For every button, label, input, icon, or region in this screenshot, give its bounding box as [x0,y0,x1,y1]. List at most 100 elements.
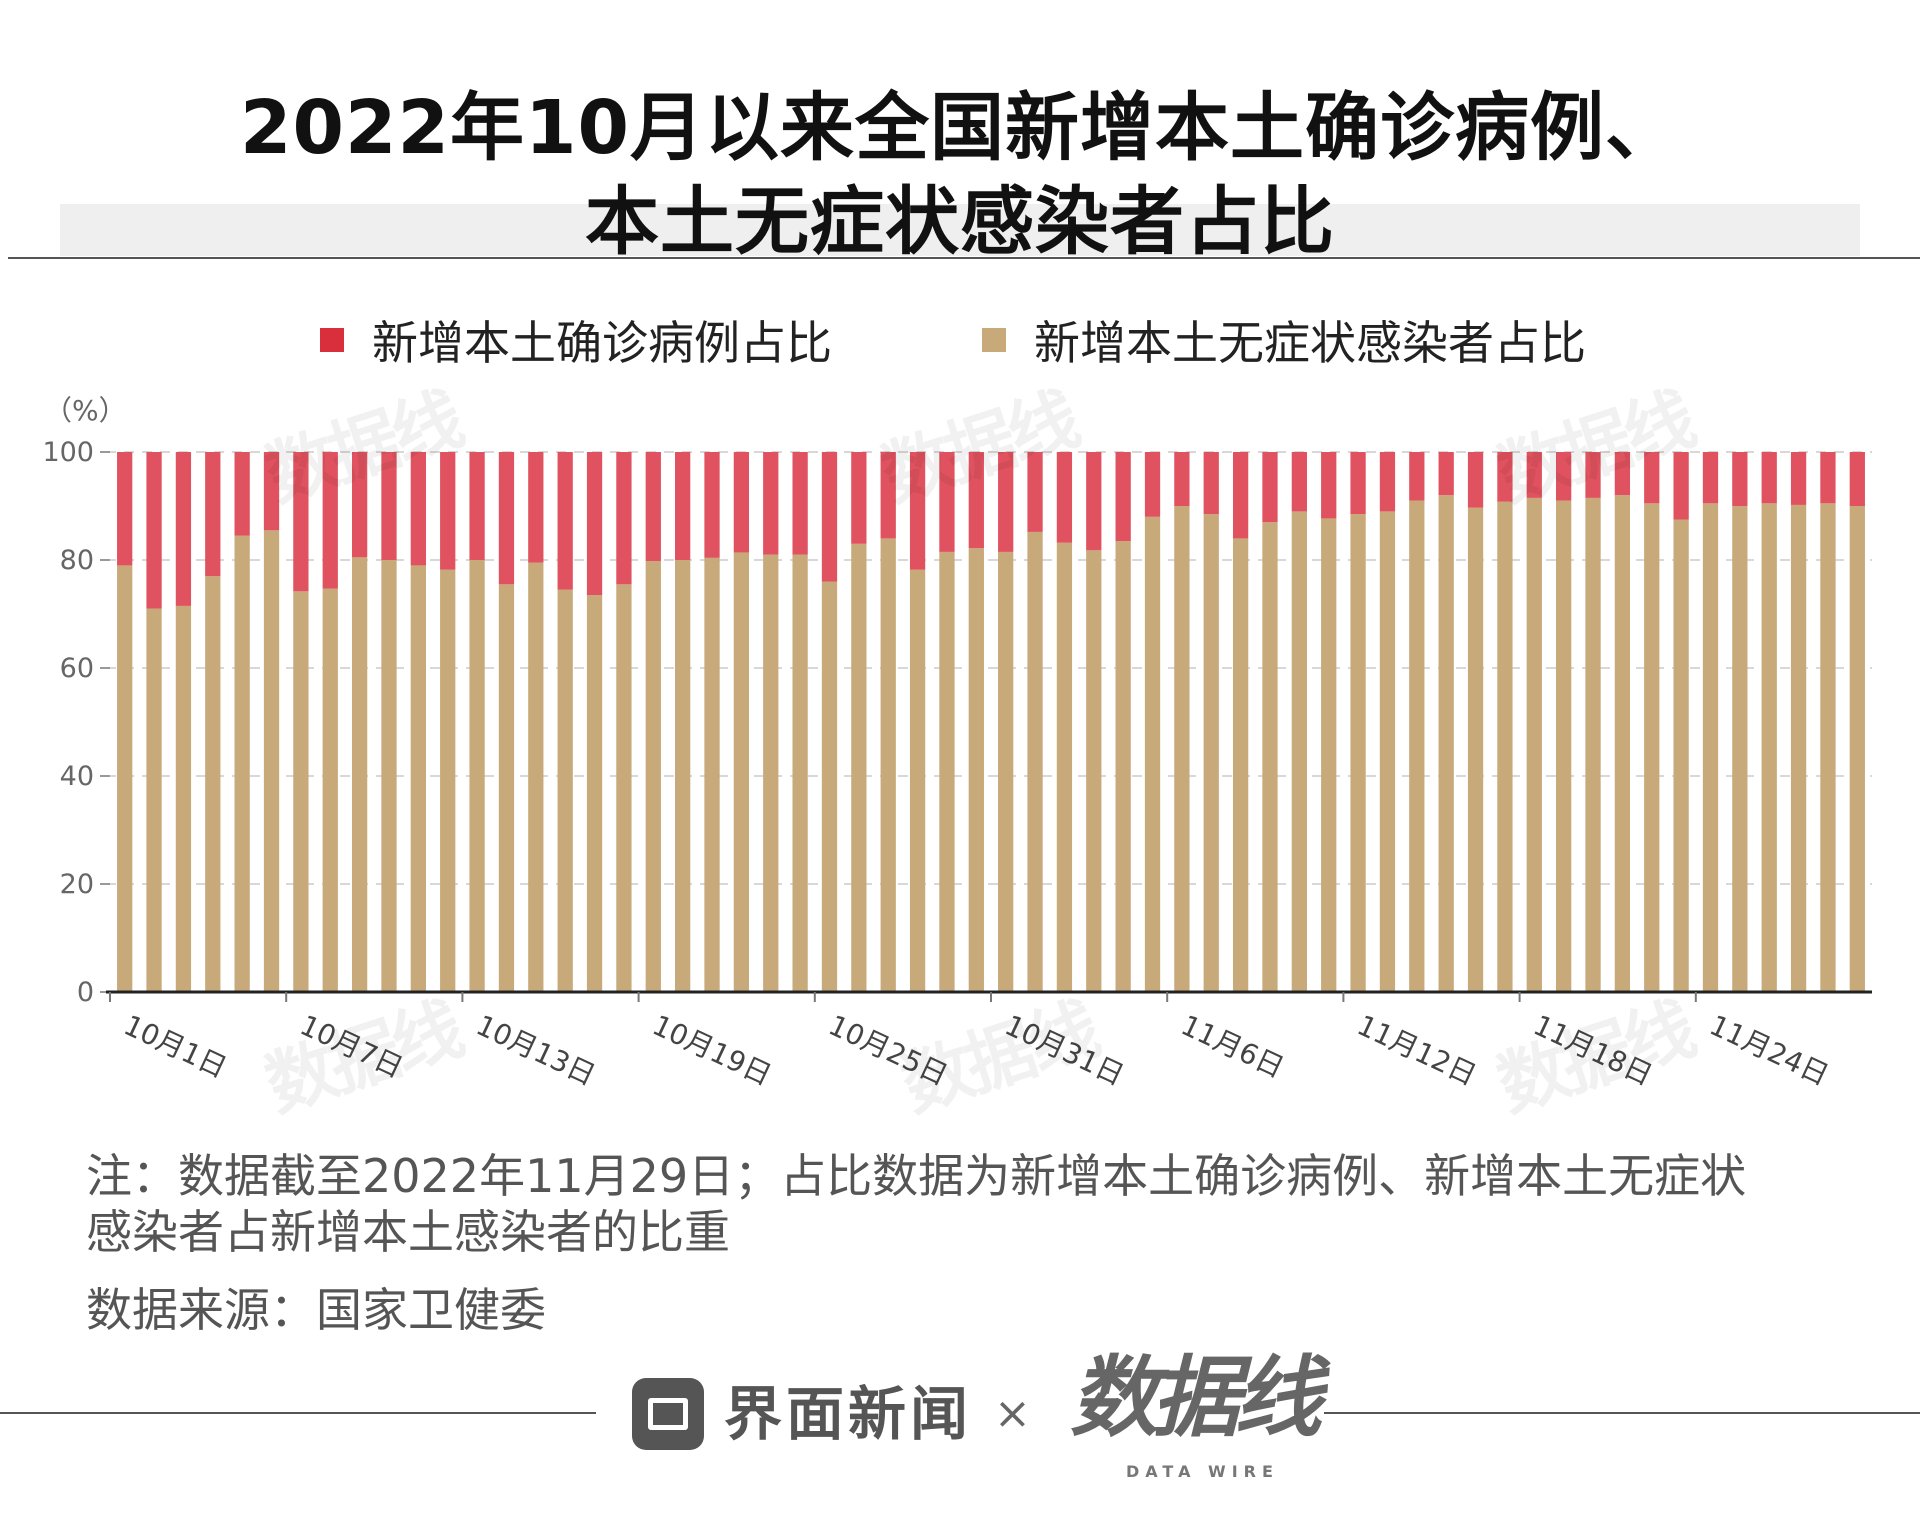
bar-asymptomatic [1321,518,1337,992]
x-tick-label: 11月6日 [1176,1008,1289,1084]
bar-confirmed [1614,452,1631,496]
legend-swatch-confirmed [320,328,344,352]
x-tick-label: 10月19日 [647,1008,776,1092]
bar-asymptomatic [939,551,955,992]
bar-asymptomatic [1350,514,1366,992]
bar-asymptomatic [586,595,603,992]
bar-asymptomatic [880,538,896,992]
bar-asymptomatic [1732,506,1748,992]
bar-confirmed [117,452,133,566]
bar-confirmed [381,452,397,560]
bar-confirmed [175,452,192,606]
bar-asymptomatic [1467,507,1484,992]
bar-asymptomatic [498,584,515,992]
bar-asymptomatic [851,543,867,992]
y-tick-label: 0 [77,977,94,1008]
bar-asymptomatic [1644,503,1660,992]
jiemian-logo-icon [632,1378,704,1450]
bar-confirmed [1144,452,1161,517]
x-tick-label: 10月31日 [1000,1008,1129,1092]
bar-asymptomatic [1497,501,1513,992]
bar-confirmed [1321,452,1337,519]
bar-asymptomatic [1702,503,1719,992]
bar-asymptomatic [733,552,750,992]
stacked-bar-chart: （%） 0 20 40 60 80 100 10月1日 10月7日 10月13日 10月19日 10月… [42,394,1872,1092]
bar-asymptomatic [1027,531,1043,992]
bar-asymptomatic [1086,550,1102,992]
bar-asymptomatic [1849,506,1865,992]
legend-item-asymptomatic: 新增本土无症状感染者占比 [982,310,1586,370]
y-tick-label: 20 [60,869,94,900]
bar-confirmed [1056,452,1073,543]
x-tick-label: 11月18日 [1528,1008,1657,1092]
bar-asymptomatic [263,530,280,992]
bar-confirmed [1849,452,1865,506]
bar-confirmed [1790,452,1807,505]
bar-confirmed [909,452,926,570]
bar-asymptomatic [1144,516,1161,992]
bar-confirmed [1262,452,1278,523]
bar-asymptomatic [1115,541,1131,992]
grid-lines [106,451,1872,885]
bar-confirmed [1644,452,1660,504]
bar-asymptomatic [351,557,368,992]
bar-asymptomatic [763,554,779,992]
bar-asymptomatic [1232,538,1249,992]
bar-asymptomatic [146,608,162,992]
bar-asymptomatic [1820,503,1836,992]
footer-line-right [1324,1412,1920,1414]
bar-confirmed [821,452,838,582]
x-tick-label: 10月7日 [295,1008,408,1084]
bar-confirmed [939,452,955,552]
datawire-logo-subtitle: DATA WIRE [1126,1462,1279,1481]
bar-asymptomatic [1262,522,1278,992]
bar-asymptomatic [998,551,1014,992]
bar-asymptomatic [909,569,926,992]
bar-confirmed [586,452,603,596]
bar-asymptomatic [234,535,250,992]
bar-asymptomatic [1585,497,1601,992]
bar-asymptomatic [1379,511,1396,992]
y-tick-label: 40 [60,761,94,792]
bar-confirmed [1409,452,1425,501]
bar-asymptomatic [528,562,544,992]
bar-asymptomatic [293,591,309,992]
bar-confirmed [1379,452,1396,512]
bars [117,452,1865,992]
chart-title-line1: 2022年10月以来全国新增本土确诊病例、 [240,85,1680,171]
bar-asymptomatic [1614,495,1631,992]
bar-confirmed [1232,452,1249,539]
bar-asymptomatic [1556,500,1572,992]
bar-asymptomatic [381,560,397,992]
bar-asymptomatic [1790,504,1807,992]
bar-confirmed [234,452,250,536]
bar-confirmed [792,452,808,555]
datawire-logo: 数据线 [1070,1346,1322,1449]
legend-item-confirmed: 新增本土确诊病例占比 [320,310,832,370]
bar-asymptomatic [1056,542,1073,992]
bar-asymptomatic [175,605,192,992]
bar-confirmed [557,452,573,590]
bar-asymptomatic [968,548,984,992]
y-tick-label: 80 [60,545,94,576]
x-tick-label: 10月25日 [824,1008,953,1092]
x-tick-label: 10月1日 [119,1008,232,1084]
bar-confirmed [293,452,309,592]
bar-confirmed [1526,452,1542,498]
bar-confirmed [1115,452,1131,542]
bar-confirmed [1438,452,1454,496]
jiemian-brand: 界面新闻 [724,1380,973,1448]
chart-title-line2: 本土无症状感染者占比 [585,179,1335,265]
footnote: 注：数据截至2022年11月29日；占比数据为新增本土确诊病例、新增本土无症状感… [86,1149,1747,1259]
bar-confirmed [1291,452,1307,512]
bar-asymptomatic [1409,500,1425,992]
legend-label-confirmed: 新增本土确诊病例占比 [372,316,832,370]
bar-confirmed [998,452,1014,552]
bar-confirmed [968,452,984,549]
bar-asymptomatic [205,576,221,992]
title-band [60,204,1860,256]
bar-asymptomatic [440,569,456,992]
bar-confirmed [1732,452,1748,506]
x-tick-label: 11月12日 [1352,1008,1481,1092]
title-divider [8,257,1920,259]
